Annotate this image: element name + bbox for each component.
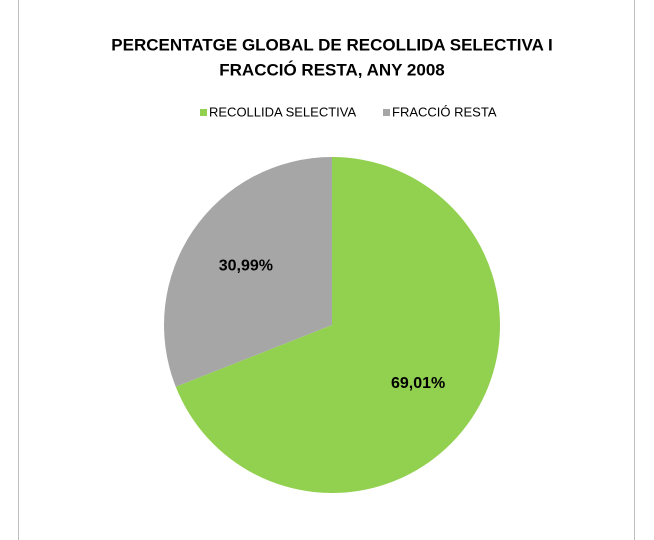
legend-swatch [383, 109, 390, 116]
pie-slice [163, 157, 332, 387]
chart-title: PERCENTATGE GLOBAL DE RECOLLIDA SELECTIV… [111, 35, 552, 54]
data-label: 30,99% [219, 258, 273, 275]
legend-label: RECOLLIDA SELECTIVA [209, 104, 356, 119]
pie-slice [175, 157, 500, 494]
legend-swatch [200, 109, 207, 116]
data-label: 69,01% [391, 375, 445, 392]
chart-title: FRACCIÓ RESTA, ANY 2008 [219, 60, 444, 79]
legend-label: FRACCIÓ RESTA [392, 104, 497, 119]
